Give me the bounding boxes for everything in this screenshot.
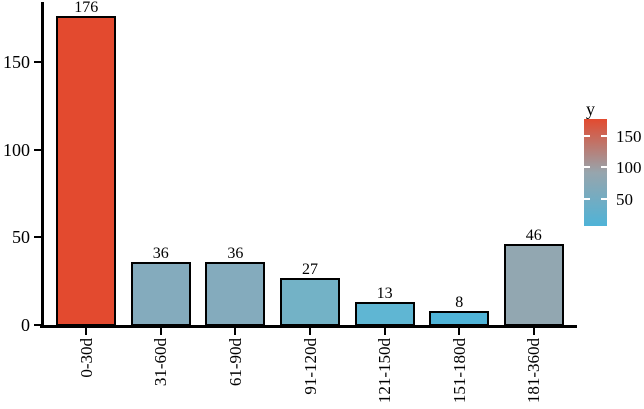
bar-value-label: 176 bbox=[74, 0, 99, 17]
x-axis-tick-label-text: 31-60d bbox=[151, 338, 171, 387]
bar bbox=[205, 261, 266, 326]
bar-value-label: 27 bbox=[302, 260, 318, 278]
bar-value-label: 36 bbox=[227, 244, 244, 262]
x-axis-tick-label-text: 91-120d bbox=[300, 338, 320, 395]
x-axis-tick-mark bbox=[532, 327, 535, 335]
y-axis-tick-mark bbox=[33, 60, 42, 64]
y-axis-tick-mark bbox=[33, 148, 42, 151]
x-axis-tick-label-text: 181-360d bbox=[524, 338, 544, 404]
bar bbox=[56, 16, 117, 326]
legend-title: y bbox=[586, 99, 595, 119]
bar-value-label: 46 bbox=[525, 227, 542, 245]
y-axis-line bbox=[41, 2, 44, 328]
y-axis-tick-mark bbox=[33, 236, 42, 239]
x-axis-tick-label-text: 151-180d bbox=[449, 338, 469, 404]
x-axis-tick-mark bbox=[383, 327, 386, 335]
y-axis-tick-label: 0 bbox=[21, 315, 30, 335]
x-axis-tick-label-text: 121-150d bbox=[375, 338, 395, 404]
legend-tick-label: 100 bbox=[616, 158, 642, 178]
bar-value-label: 36 bbox=[152, 244, 169, 262]
bar-value-label: 13 bbox=[376, 285, 393, 303]
x-axis-tick-label-text: 61-90d bbox=[225, 338, 245, 387]
bar bbox=[503, 244, 564, 326]
bar bbox=[429, 311, 490, 326]
x-axis-tick-label-text: 0-30d bbox=[76, 338, 96, 378]
bar bbox=[354, 302, 415, 326]
legend-tick-label: 50 bbox=[616, 190, 633, 210]
legend-tick-mark bbox=[601, 198, 607, 201]
bar bbox=[280, 277, 340, 326]
x-axis-tick-mark bbox=[85, 327, 88, 335]
legend-tick-mark bbox=[601, 166, 607, 169]
legend-tick-mark bbox=[601, 134, 607, 137]
legend-tick-label: 150 bbox=[616, 126, 642, 146]
y-axis-tick-label: 150 bbox=[3, 52, 30, 72]
y-axis-tick-label: 50 bbox=[12, 227, 30, 248]
legend-tick-mark bbox=[584, 134, 590, 137]
x-axis-tick-mark bbox=[234, 327, 237, 335]
x-axis-tick-mark bbox=[458, 327, 461, 335]
x-axis-line bbox=[40, 325, 577, 328]
y-axis-tick-mark bbox=[33, 323, 42, 327]
x-axis-tick-mark bbox=[308, 327, 312, 335]
legend-tick-mark bbox=[584, 166, 590, 169]
bar bbox=[130, 261, 191, 326]
x-axis-tick-mark bbox=[159, 327, 162, 335]
y-axis-tick-label: 100 bbox=[3, 139, 30, 160]
legend-tick-mark bbox=[584, 198, 590, 201]
bar-value-label: 8 bbox=[455, 294, 464, 311]
